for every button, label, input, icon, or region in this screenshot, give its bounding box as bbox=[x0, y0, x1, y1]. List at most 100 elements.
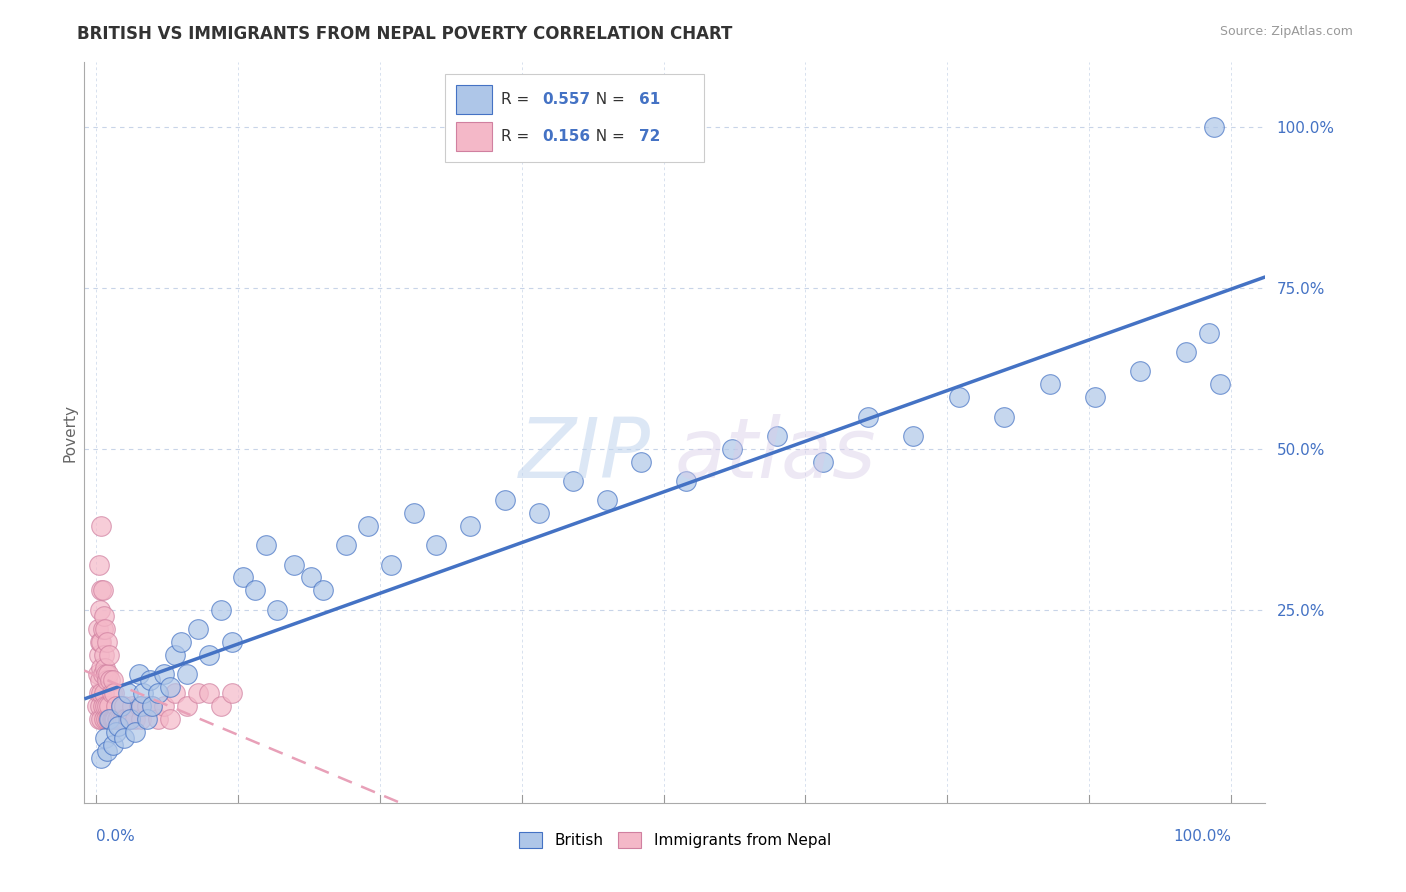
Point bbox=[856, 409, 879, 424]
Text: Source: ZipAtlas.com: Source: ZipAtlas.com bbox=[1219, 25, 1353, 38]
Point bbox=[993, 409, 1015, 424]
Point bbox=[90, 583, 112, 598]
Point bbox=[105, 725, 128, 739]
Point bbox=[1204, 120, 1226, 134]
Point bbox=[94, 731, 117, 746]
Point bbox=[90, 750, 112, 764]
Point bbox=[135, 712, 157, 726]
Point bbox=[209, 699, 232, 714]
Point bbox=[132, 686, 155, 700]
Point bbox=[266, 602, 288, 616]
Point bbox=[91, 622, 114, 636]
Point bbox=[100, 686, 122, 700]
Point bbox=[87, 622, 110, 636]
Point bbox=[221, 635, 243, 649]
Point bbox=[93, 686, 115, 700]
FancyBboxPatch shape bbox=[444, 73, 704, 162]
Point bbox=[425, 538, 447, 552]
Point bbox=[380, 558, 402, 572]
Point bbox=[176, 699, 198, 714]
Point bbox=[94, 622, 117, 636]
Point bbox=[91, 699, 114, 714]
Point bbox=[139, 673, 162, 688]
Text: 61: 61 bbox=[640, 92, 661, 107]
Point bbox=[402, 506, 425, 520]
Point bbox=[111, 712, 134, 726]
Point bbox=[104, 712, 127, 726]
Text: R =: R = bbox=[502, 129, 534, 144]
Point bbox=[460, 519, 482, 533]
Point bbox=[187, 686, 209, 700]
Point bbox=[1209, 377, 1232, 392]
Point bbox=[335, 538, 357, 552]
Point bbox=[254, 538, 277, 552]
Point bbox=[129, 699, 152, 714]
Point bbox=[87, 686, 111, 700]
Point bbox=[87, 648, 111, 662]
Point bbox=[766, 429, 789, 443]
Point bbox=[98, 648, 121, 662]
Point bbox=[153, 667, 176, 681]
Point bbox=[90, 660, 112, 674]
Point bbox=[124, 712, 146, 726]
Point bbox=[87, 558, 111, 572]
Point bbox=[148, 712, 170, 726]
Point bbox=[630, 454, 652, 468]
Point bbox=[89, 602, 111, 616]
Point bbox=[165, 648, 187, 662]
FancyBboxPatch shape bbox=[457, 121, 492, 152]
Point bbox=[110, 699, 132, 714]
Point bbox=[596, 493, 619, 508]
Point bbox=[96, 699, 118, 714]
Point bbox=[98, 712, 121, 726]
Point bbox=[176, 667, 198, 681]
Point bbox=[118, 712, 141, 726]
Point bbox=[86, 699, 108, 714]
Point bbox=[357, 519, 380, 533]
Point bbox=[811, 454, 834, 468]
Point bbox=[91, 667, 114, 681]
Point bbox=[100, 673, 122, 688]
Point bbox=[720, 442, 742, 456]
Point bbox=[94, 660, 117, 674]
Point bbox=[243, 583, 266, 598]
Text: N =: N = bbox=[586, 92, 630, 107]
Point bbox=[1084, 390, 1107, 404]
Point bbox=[232, 570, 254, 584]
Point bbox=[103, 712, 125, 726]
Point bbox=[159, 712, 181, 726]
Point bbox=[112, 699, 135, 714]
Point bbox=[90, 519, 112, 533]
Point bbox=[108, 712, 131, 726]
Point bbox=[90, 712, 112, 726]
Point bbox=[90, 635, 112, 649]
Text: 100.0%: 100.0% bbox=[1174, 829, 1232, 844]
Point bbox=[87, 667, 110, 681]
Text: 72: 72 bbox=[640, 129, 661, 144]
Point bbox=[675, 474, 697, 488]
Point bbox=[221, 686, 243, 700]
Point bbox=[141, 699, 163, 714]
Point bbox=[91, 583, 114, 598]
Point bbox=[948, 390, 970, 404]
Point bbox=[165, 686, 187, 700]
Point bbox=[301, 570, 323, 584]
Point bbox=[1198, 326, 1220, 340]
Text: 0.0%: 0.0% bbox=[96, 829, 135, 844]
Point bbox=[100, 712, 122, 726]
Point bbox=[107, 712, 129, 726]
Point bbox=[112, 731, 135, 746]
Point bbox=[312, 583, 335, 598]
Point bbox=[98, 699, 121, 714]
Point bbox=[128, 699, 150, 714]
Point bbox=[96, 744, 118, 758]
Point bbox=[1039, 377, 1062, 392]
Legend: British, Immigrants from Nepal: British, Immigrants from Nepal bbox=[513, 826, 837, 855]
Point bbox=[97, 712, 120, 726]
Y-axis label: Poverty: Poverty bbox=[62, 403, 77, 462]
Point bbox=[118, 712, 141, 726]
Point bbox=[124, 725, 146, 739]
Point bbox=[96, 673, 118, 688]
Point bbox=[97, 667, 120, 681]
Point bbox=[129, 712, 152, 726]
